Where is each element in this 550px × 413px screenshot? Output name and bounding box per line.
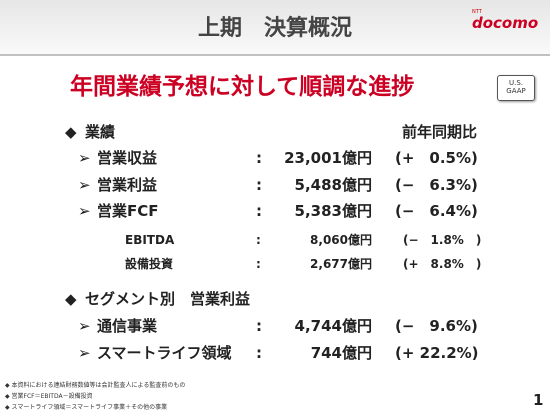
row-separator: : [256, 202, 262, 220]
row-change: (− 6.4%) [395, 202, 478, 220]
row-value: 23,001億円 [284, 149, 372, 167]
footnote-text: スマートライフ領域＝スマートライフ事業＋その他の事業 [11, 404, 168, 411]
footnotes: ◆ 本資料における連結財務数値等は会計監査人による監査前のもの ◆ 営業FCF＝… [5, 380, 185, 413]
row-value: 2,677億円 [310, 257, 372, 271]
section-heading: 業績 [85, 123, 116, 141]
footnote: ◆ 営業FCF＝EBITDA－設備投資 [5, 393, 93, 400]
footnote: ◆ スマートライフ領域＝スマートライフ事業＋その他の事業 [5, 404, 168, 411]
row-change: (− 6.3%) [395, 176, 478, 194]
row-value: 744億円 [310, 344, 372, 362]
row-change: (− 1.8% ) [403, 233, 482, 247]
row-separator: : [256, 176, 262, 194]
row-change: (+ 22.2%) [395, 344, 479, 362]
row-change: (+ 0.5%) [395, 149, 478, 167]
arrow-bullet: ➢ [78, 176, 91, 194]
headline: 年間業績予想に対して順調な進捗 [70, 74, 415, 100]
row-separator: : [256, 149, 262, 167]
page-number: 1 [533, 391, 544, 409]
row-separator: : [256, 344, 262, 362]
section-heading: セグメント別 営業利益 [85, 290, 251, 308]
footnote: ◆ 本資料における連結財務数値等は会計監査人による監査前のもの [5, 382, 186, 389]
row-value: 4,744億円 [294, 317, 372, 335]
arrow-bullet: ➢ [78, 149, 91, 167]
row-label: 設備投資 [125, 257, 174, 271]
header-band [0, 0, 550, 56]
row-label: スマートライフ領域 [97, 344, 232, 362]
row-value: 5,488億円 [294, 176, 372, 194]
row-label: 営業収益 [97, 149, 158, 167]
row-value: 8,060億円 [310, 233, 372, 247]
arrow-bullet: ➢ [78, 202, 91, 220]
footnote-text: 営業FCF＝EBITDA－設備投資 [11, 393, 93, 400]
bullet: ◆ [65, 123, 77, 141]
row-label: 営業利益 [97, 176, 158, 194]
row-label: 通信事業 [97, 317, 158, 335]
badge: U.S. GAAP [497, 75, 535, 101]
arrow-bullet: ➢ [78, 344, 91, 362]
row-value: 5,383億円 [294, 202, 372, 220]
badge-line: GAAP [506, 87, 526, 95]
row-label: EBITDA [125, 233, 175, 247]
row-separator: : [256, 317, 262, 335]
bullet: ◆ [65, 290, 77, 308]
row-separator: : [256, 257, 261, 271]
badge-line: U.S. [508, 79, 524, 87]
row-change: (+ 8.8% ) [403, 257, 482, 271]
header-rule [0, 54, 550, 56]
row-separator: : [256, 233, 261, 247]
logo: docomo [472, 14, 539, 32]
arrow-bullet: ➢ [78, 317, 91, 335]
title: 上期 決算概況 [197, 16, 352, 41]
column-header: 前年同期比 [402, 123, 478, 141]
row-change: (− 9.6%) [395, 317, 478, 335]
footnote-text: 本資料における連結財務数値等は会計監査人による監査前のもの [11, 382, 186, 389]
row-label: 営業FCF [97, 202, 159, 220]
logo-small: NTT [472, 9, 482, 15]
